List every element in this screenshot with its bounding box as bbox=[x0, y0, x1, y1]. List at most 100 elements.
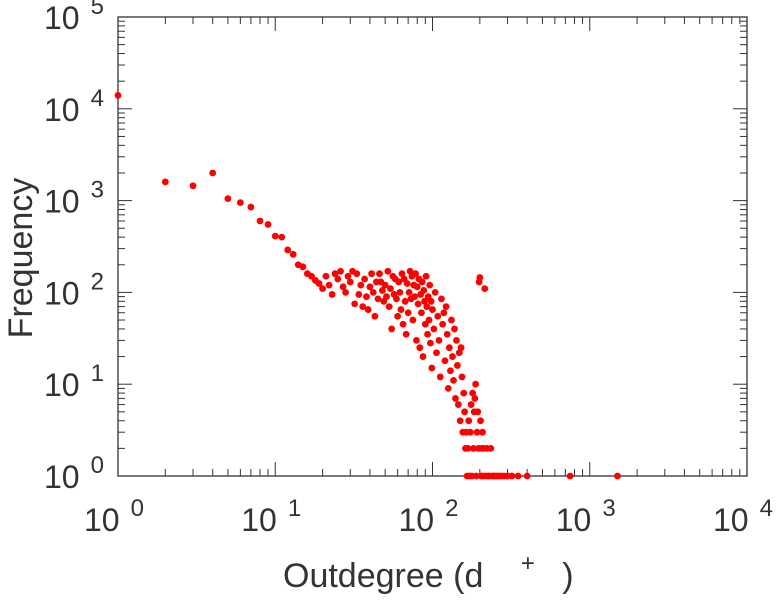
data-point bbox=[388, 325, 396, 333]
data-point bbox=[440, 309, 448, 317]
data-point bbox=[315, 280, 323, 287]
data-point bbox=[429, 306, 436, 313]
axis-ticks bbox=[117, 16, 748, 477]
data-point bbox=[465, 417, 473, 425]
data-point bbox=[381, 281, 389, 289]
data-point bbox=[337, 267, 344, 275]
data-point bbox=[427, 339, 434, 347]
data-points bbox=[114, 91, 621, 480]
data-point bbox=[418, 278, 426, 286]
data-point bbox=[430, 325, 438, 333]
data-point bbox=[442, 303, 450, 311]
data-point bbox=[427, 297, 435, 305]
data-point bbox=[359, 303, 367, 311]
data-point bbox=[474, 408, 482, 416]
data-point bbox=[472, 472, 480, 480]
data-point bbox=[453, 337, 460, 344]
data-point bbox=[364, 306, 372, 313]
data-point bbox=[384, 267, 392, 275]
data-point bbox=[361, 275, 368, 283]
x-tick-label: 10 3 bbox=[556, 495, 616, 538]
y-tick-label: 10 1 bbox=[44, 360, 104, 403]
data-point bbox=[357, 281, 365, 289]
data-point bbox=[479, 428, 486, 436]
data-point bbox=[161, 178, 169, 186]
data-point bbox=[331, 270, 339, 278]
data-point bbox=[458, 373, 466, 381]
data-point bbox=[414, 300, 422, 308]
y-axis-label: Frequency bbox=[2, 178, 40, 339]
data-point bbox=[224, 195, 232, 203]
data-point bbox=[436, 373, 444, 381]
data-point bbox=[508, 472, 516, 480]
data-point bbox=[376, 270, 383, 278]
data-point bbox=[366, 283, 374, 291]
data-point bbox=[411, 293, 419, 301]
data-point bbox=[383, 293, 390, 301]
data-point bbox=[363, 293, 370, 301]
data-point bbox=[469, 389, 477, 397]
data-point bbox=[456, 417, 464, 425]
data-point bbox=[404, 309, 412, 317]
data-point bbox=[476, 274, 484, 281]
data-point bbox=[426, 281, 434, 289]
data-point bbox=[398, 270, 406, 278]
data-point bbox=[464, 444, 472, 452]
data-point bbox=[342, 289, 349, 296]
data-point bbox=[424, 330, 431, 338]
data-point bbox=[454, 401, 462, 408]
data-point bbox=[452, 395, 459, 402]
data-point bbox=[236, 199, 244, 207]
data-point bbox=[344, 272, 352, 280]
data-point bbox=[209, 169, 217, 177]
data-point bbox=[353, 270, 361, 278]
data-point bbox=[418, 309, 425, 317]
data-point bbox=[435, 337, 443, 344]
x-axis-label-superscript: + bbox=[521, 550, 535, 577]
y-tick-label: 10 4 bbox=[44, 85, 104, 128]
plot-frame bbox=[117, 16, 748, 477]
data-point bbox=[189, 182, 197, 190]
data-point bbox=[472, 380, 480, 388]
data-point bbox=[387, 285, 394, 293]
data-point bbox=[264, 221, 272, 228]
data-point bbox=[396, 289, 404, 296]
data-point bbox=[319, 285, 326, 293]
data-point bbox=[374, 295, 382, 303]
data-point bbox=[420, 287, 428, 294]
data-point bbox=[451, 325, 458, 333]
data-point bbox=[469, 444, 477, 452]
data-point bbox=[461, 408, 468, 416]
data-point bbox=[334, 275, 342, 283]
data-point bbox=[325, 281, 333, 289]
y-tick-label: 10 2 bbox=[44, 268, 104, 311]
data-point bbox=[289, 250, 297, 258]
data-point bbox=[439, 320, 447, 328]
x-tick-label: 10 2 bbox=[399, 495, 459, 538]
y-tick-label: 10 5 bbox=[44, 0, 104, 36]
data-point bbox=[328, 291, 336, 298]
data-point bbox=[487, 444, 495, 452]
data-point bbox=[433, 349, 440, 357]
data-point bbox=[566, 472, 574, 480]
data-point bbox=[339, 283, 347, 291]
data-point bbox=[481, 285, 489, 293]
data-point bbox=[423, 303, 431, 311]
data-point bbox=[371, 312, 379, 320]
data-point bbox=[441, 357, 449, 365]
data-point bbox=[256, 217, 264, 225]
data-point bbox=[431, 289, 439, 296]
data-point bbox=[378, 287, 386, 294]
data-point bbox=[351, 300, 359, 308]
data-point bbox=[284, 246, 292, 254]
data-point bbox=[454, 362, 461, 369]
data-point bbox=[425, 316, 433, 324]
data-point bbox=[443, 330, 451, 338]
y-tick-label: 10 3 bbox=[44, 177, 104, 220]
tick-labels: 10 0 10 1 10 2 10 3 10 4 10 0 10 1 10 2 10 3 10 4 10 5 bbox=[44, 0, 773, 538]
data-point bbox=[369, 289, 377, 296]
data-point bbox=[448, 316, 455, 324]
x-axis-label-main: Outdegree (d bbox=[283, 557, 483, 595]
data-point bbox=[322, 272, 330, 280]
